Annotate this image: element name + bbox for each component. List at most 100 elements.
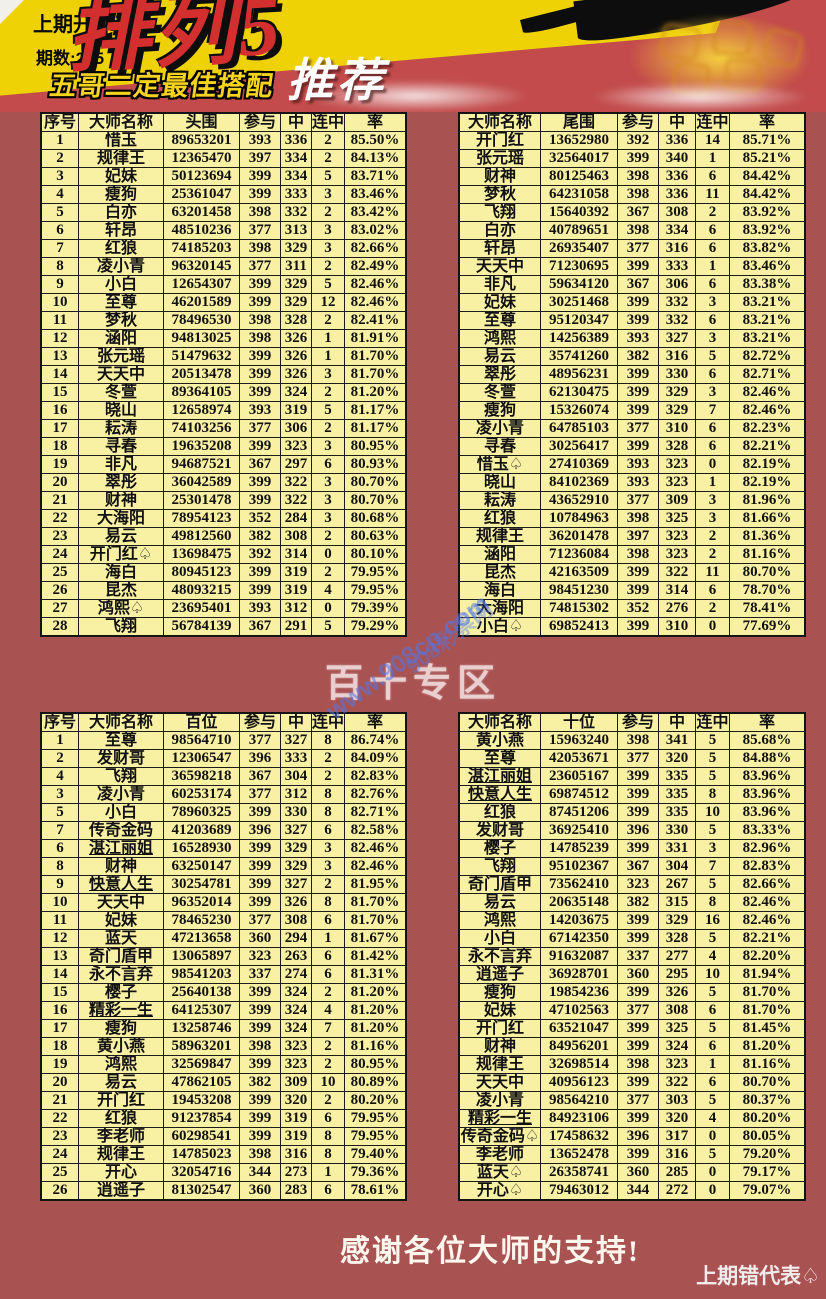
cell: 永不言弃 [78,965,164,984]
cell: 湛江丽姐 [458,767,541,786]
table-row: 海白 98451230 399 314 6 78.70% [458,581,806,600]
cell: 瘦狗 [458,983,541,1002]
cell: 330 [658,821,696,840]
table-row: 张元瑶 32564017 399 340 1 85.21% [458,149,806,168]
cell: 336 [658,131,696,150]
cell: 322 [280,473,312,492]
cell: 2 [311,767,345,786]
cell: 85.50% [344,131,407,150]
cell: 80.37% [729,1091,806,1110]
cell: 至尊 [458,749,541,768]
cell: 快意人生 [458,785,541,804]
head-position-table: 序号 大师名称 头围 参与中连中率 1 惜玉 89653201 393 336 2 85.50% 2 规… [40,112,407,637]
table-row: 21 开门红 19453208 399 320 2 80.20% [40,1091,407,1110]
cell: 瘦狗 [458,401,541,420]
cell: 367 [239,617,281,637]
cell: 399 [617,1073,659,1092]
cell: 红狼 [78,239,164,258]
cell: 80.20% [729,1109,806,1128]
cell: 367 [617,275,659,294]
cell: 2 [311,1037,345,1056]
cell: 5 [695,1019,730,1038]
cell: 96320145 [163,257,240,276]
cell: 393 [617,473,659,492]
cell: 333 [658,257,696,276]
cell: 10 [695,965,730,984]
cell: 5 [311,617,345,637]
cell: 398 [239,1037,281,1056]
cell: 传奇金码♤ [458,1127,541,1146]
cell: 81302547 [163,1181,240,1201]
table-row: 26 昆杰 48093215 399 319 4 79.95% [40,581,407,600]
cell: 飞翔 [78,767,164,786]
cell: 鸿熙♤ [78,599,164,618]
cell: 323 [658,1055,696,1074]
cell: 79.95% [344,1127,407,1146]
hundreds-position-table: 序号 大师名称 百位 参与中连中率 1 至尊 98564710 377 327 8 86.74% 2 发… [40,712,407,1201]
cell: 95102367 [540,857,618,876]
cell: 360 [617,965,659,984]
cell: 翠彤 [458,365,541,384]
column-header: 中 [658,712,696,732]
table-row: 飞翔 95102367 367 304 7 82.83% [458,857,806,876]
cell: 303 [658,1091,696,1110]
cell: 16 [40,401,79,420]
cell: 80.68% [344,509,407,528]
cell: 341 [658,731,696,750]
cell: 82.46% [344,275,407,294]
table-row: 1 至尊 98564710 377 327 8 86.74% [40,731,407,750]
cell: 81.42% [344,947,407,966]
previous-draw-result: 上期开2456 [33,14,138,36]
table-row: 22 红狼 91237854 399 319 6 79.95% [40,1109,407,1128]
cell: 377 [239,731,281,750]
cell: 399 [239,1091,281,1110]
cell: 80.70% [344,491,407,510]
cell: 2 [311,749,345,768]
cell: 60298541 [163,1127,240,1146]
cell: 377 [617,239,659,258]
cell: 8 [311,1127,345,1146]
cell: 0 [695,455,730,474]
cell: 317 [658,1127,696,1146]
table-row: 易云 20635148 382 315 8 82.46% [458,893,806,912]
cell: 91632087 [540,947,618,966]
cell: 82.19% [729,455,806,474]
cell: 2 [311,383,345,402]
cell: 81.70% [729,983,806,1002]
cell: 6 [695,221,730,240]
cell: 312 [280,599,312,618]
cell: 8 [311,731,345,750]
cell: 轩昂 [458,239,541,258]
cell: 327 [658,329,696,348]
cell: 399 [239,473,281,492]
table-row: 轩昂 26935407 377 316 6 83.82% [458,239,806,258]
cell: 399 [617,839,659,858]
table-row: 7 红狼 74185203 398 329 3 82.66% [40,239,407,258]
cell: 79.20% [729,1145,806,1164]
cell: 32054716 [163,1163,240,1182]
cell: 12 [311,293,345,312]
cell: 32698514 [540,1055,618,1074]
cell: 340 [658,149,696,168]
cell: 6 [695,419,730,438]
cell: 89653201 [163,131,240,150]
cell: 323 [617,875,659,894]
cell: 336 [658,167,696,186]
cell: 5 [40,203,79,222]
cell: 精彩一生 [78,1001,164,1020]
cell: 83.33% [729,821,806,840]
cell: 263 [280,947,312,966]
table-row: 18 寻春 19635208 399 323 3 80.95% [40,437,407,456]
cell: 19635208 [163,437,240,456]
table-row: 19 非凡 94687521 367 297 6 80.93% [40,455,407,474]
cell: 3 [311,509,345,528]
cell: 79.07% [729,1181,806,1201]
cell: 393 [239,599,281,618]
table-row: 14 永不言弃 98541203 337 274 6 81.31% [40,965,407,984]
section-banner-hundreds-tens: 百十专区 [324,663,501,705]
cell: 红狼 [78,1109,164,1128]
corner-fold-decoration [0,0,24,24]
cell: 327 [280,821,312,840]
cell: 6 [695,1037,730,1056]
column-header: 率 [729,112,806,132]
